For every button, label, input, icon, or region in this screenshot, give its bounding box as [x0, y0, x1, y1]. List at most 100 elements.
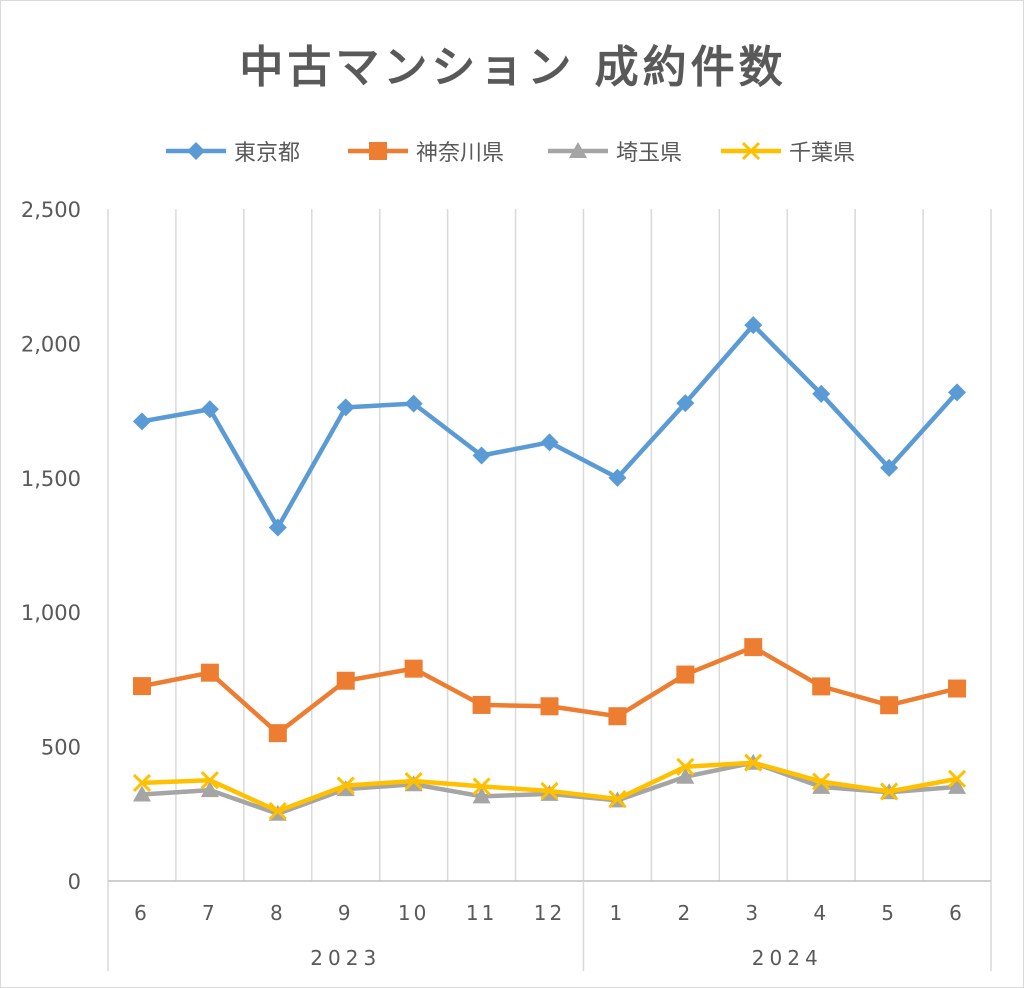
data-point-saitama [676, 767, 695, 784]
data-point-chiba [608, 789, 627, 809]
data-point-kanagawa [404, 659, 423, 678]
series-line-kanagawa [141, 644, 958, 736]
data-point-saitama [812, 777, 831, 794]
data-point-kanagawa [200, 663, 219, 682]
y-tick-label: 1,500 [21, 467, 81, 491]
x-tick-label: 8 [270, 901, 286, 925]
marker-stroke [268, 802, 287, 821]
legend-marker [741, 141, 761, 161]
data-point-tokyo [540, 433, 559, 452]
marker-stroke [947, 769, 967, 788]
y-tick-label: 2,000 [21, 332, 81, 356]
legend-item-kanagawa: 神奈川県 [346, 131, 504, 171]
marker-stroke [880, 782, 899, 801]
data-point-tokyo [812, 384, 831, 403]
legend-label-tokyo: 東京都 [234, 141, 301, 166]
data-point-tokyo [336, 398, 355, 417]
legend-swatch-tokyo [166, 142, 226, 160]
data-point-kanagawa [608, 707, 627, 726]
legend-item-saitama: 埼玉県 [546, 131, 682, 171]
legend-swatch-kanagawa [348, 142, 408, 160]
data-point-chiba [472, 777, 491, 796]
data-point-chiba [540, 781, 559, 801]
legend-swatch-chiba [721, 141, 781, 161]
x-tick-label: 5 [881, 901, 897, 925]
y-tick-label: 0 [68, 870, 81, 894]
data-point-chiba [336, 776, 355, 795]
data-point-kanagawa [132, 677, 151, 696]
data-point-kanagawa [268, 724, 287, 743]
year-label: 2024 [752, 946, 823, 970]
data-point-tokyo [472, 446, 491, 465]
x-tick-label: 6 [134, 901, 150, 925]
marker-stroke [741, 141, 761, 161]
data-point-kanagawa [472, 695, 491, 714]
data-point-kanagawa [676, 665, 695, 684]
marker-stroke [200, 771, 219, 790]
data-point-tokyo [608, 468, 627, 487]
data-point-kanagawa [948, 679, 967, 698]
legend: 東京都 神奈川県 埼玉県 千葉県 [1, 131, 1024, 171]
legend-marker [187, 142, 205, 160]
data-point-kanagawa [540, 697, 559, 716]
data-point-tokyo [744, 316, 763, 335]
data-point-chiba [200, 771, 219, 790]
legend-label-chiba: 千葉県 [789, 141, 856, 166]
x-tick-label: 11 [466, 901, 497, 925]
y-tick-label: 500 [41, 736, 81, 760]
year-label: 2023 [310, 946, 381, 970]
x-tick-label: 9 [338, 901, 354, 925]
y-tick-label: 1,000 [21, 601, 81, 625]
marker-stroke [132, 773, 152, 792]
data-point-saitama [132, 785, 151, 802]
data-point-chiba [404, 771, 423, 791]
data-point-tokyo [676, 394, 695, 413]
marker-stroke [676, 757, 695, 776]
data-point-tokyo [404, 394, 423, 413]
data-point-saitama [948, 777, 967, 794]
x-tick-label: 12 [534, 901, 565, 925]
legend-label-saitama: 埼玉県 [616, 141, 683, 166]
data-point-tokyo [268, 518, 287, 537]
data-point-chiba [132, 773, 152, 792]
data-point-kanagawa [744, 638, 763, 657]
x-tick-label: 4 [813, 901, 829, 925]
data-point-chiba [676, 757, 695, 776]
legend-marker [369, 142, 387, 160]
x-tick-label: 3 [745, 901, 761, 925]
data-point-tokyo [200, 400, 219, 419]
legend-label-kanagawa: 神奈川県 [416, 141, 505, 166]
data-point-kanagawa [812, 677, 831, 696]
data-point-kanagawa [880, 696, 899, 715]
legend-swatch-saitama [548, 142, 608, 158]
data-point-chiba [812, 772, 831, 791]
marker-stroke [472, 777, 491, 796]
legend-item-tokyo: 東京都 [164, 131, 300, 171]
data-point-chiba [880, 782, 899, 801]
data-point-chiba [947, 769, 967, 788]
marker-stroke [608, 789, 627, 809]
marker-stroke [404, 771, 423, 791]
x-tick-label: 10 [398, 901, 429, 925]
marker-stroke [336, 776, 355, 795]
x-tick-label: 1 [610, 901, 626, 925]
series-line-tokyo [141, 322, 959, 530]
data-point-saitama [472, 787, 491, 804]
x-tick-label: 6 [949, 901, 965, 925]
marker-stroke [744, 753, 763, 772]
marker-stroke [540, 781, 559, 801]
legend-item-chiba: 千葉県 [719, 131, 855, 171]
data-point-tokyo [948, 383, 967, 402]
data-point-chiba [744, 753, 763, 772]
data-point-saitama [200, 781, 219, 798]
chart-title: 中古マンション 成約件数 [239, 42, 787, 93]
data-point-tokyo [132, 412, 151, 431]
data-point-kanagawa [336, 671, 355, 690]
data-point-chiba [268, 802, 287, 821]
x-tick-label: 7 [202, 901, 218, 925]
x-tick-label: 2 [677, 901, 693, 925]
y-tick-label: 2,500 [21, 198, 81, 222]
legend-marker [569, 142, 587, 158]
